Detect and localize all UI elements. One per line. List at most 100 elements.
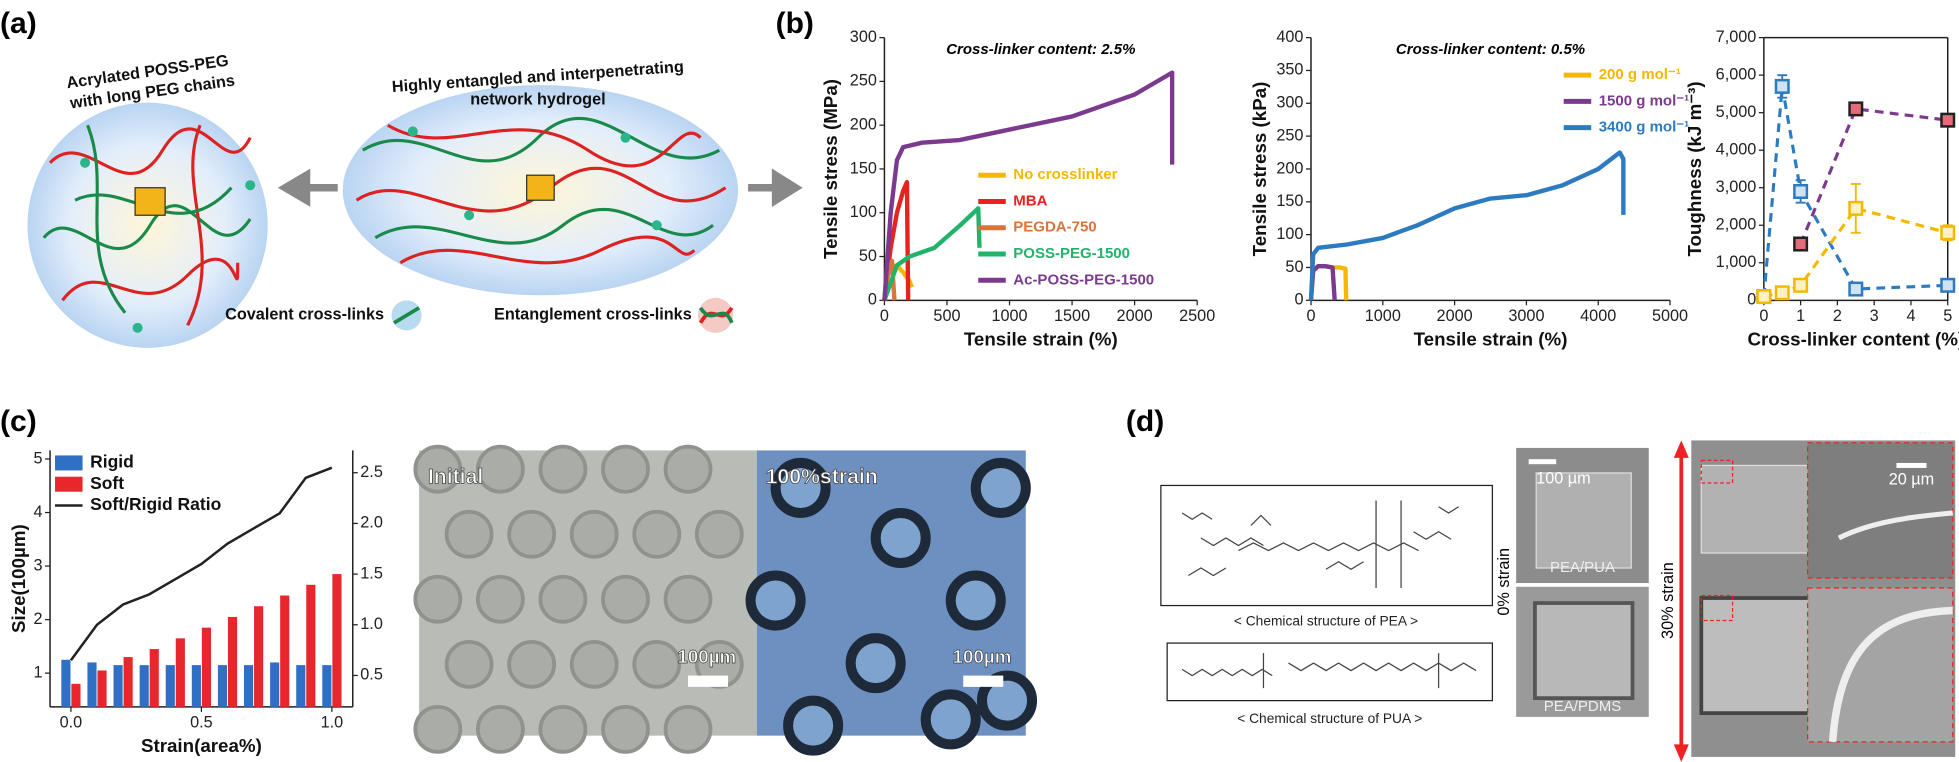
y-tick-label: 1,000 xyxy=(1716,253,1757,271)
x-tick-label: 1 xyxy=(1796,307,1805,325)
well xyxy=(601,704,650,754)
bar xyxy=(175,638,185,707)
y-tick-label: 250 xyxy=(850,72,877,90)
legend-text: No crosslinker xyxy=(1013,166,1117,183)
well xyxy=(413,704,463,754)
y-tick-label: 150 xyxy=(850,159,877,177)
chemical-structure xyxy=(1181,500,1459,589)
caption: < Chemical structure of PEA > xyxy=(1234,613,1418,628)
y-tick-label: 300 xyxy=(1276,94,1303,112)
well xyxy=(413,444,463,494)
well xyxy=(507,509,557,559)
zoom-inset xyxy=(1807,442,1954,579)
y-axis-label: Size(100µm) xyxy=(8,524,29,633)
y-axis-label: Tensile stress (MPa) xyxy=(820,79,841,259)
well xyxy=(475,574,525,624)
scale-bar xyxy=(1528,459,1557,465)
legend-text: Ac-POSS-PEG-1500 xyxy=(1013,271,1154,288)
sample-label: PEA/PUA xyxy=(1550,559,1615,576)
legend-swatch xyxy=(55,476,83,492)
y-tick-label: 0 xyxy=(1294,291,1303,309)
x-tick-label: 2500 xyxy=(1179,307,1215,325)
x-tick-label: 2000 xyxy=(1117,307,1153,325)
x-tick-label: 500 xyxy=(933,307,960,325)
legend-icon xyxy=(698,306,734,324)
y-tick-label: 350 xyxy=(1276,61,1303,79)
bar xyxy=(244,665,254,707)
x-tick-label: 5000 xyxy=(1652,307,1688,325)
marker xyxy=(1774,285,1790,301)
bar xyxy=(61,659,71,707)
legend-text: 200 g mol⁻¹ xyxy=(1599,66,1681,83)
y-axis-label: Toughness (kJ m⁻³) xyxy=(1684,81,1705,256)
legend-icon xyxy=(393,306,421,325)
marker xyxy=(1940,277,1956,293)
legend-text: 3400 g mol⁻¹ xyxy=(1599,119,1689,136)
marker xyxy=(1848,200,1864,216)
y-tick-label: 300 xyxy=(850,28,877,46)
poss-cube xyxy=(134,187,166,216)
x-tick-label: 0 xyxy=(880,307,889,325)
well-pattern xyxy=(413,444,744,754)
sem-square xyxy=(1700,464,1818,554)
bar xyxy=(280,595,290,707)
arrow xyxy=(277,168,338,207)
legend-text: Entanglement cross-links xyxy=(494,306,692,324)
bar xyxy=(306,584,316,707)
y-tick-label: 4 xyxy=(33,503,42,521)
legend-swatch xyxy=(55,455,83,471)
chart: 0 1,000 2,000 3,000 4,000 5,000 6,000 7,000 0 1 2 3… xyxy=(1684,28,1959,349)
chart: 1 2 3 4 5 0.5 1.0 1.5 2.0 2.5 0.0 0.5 1.0 Strain(area… xyxy=(8,449,383,756)
crosslink-dots xyxy=(80,126,662,333)
bar xyxy=(123,657,133,707)
well xyxy=(945,570,1006,631)
series-line xyxy=(1799,107,1948,245)
micrographs: Initial 100%strain 100µm 100µm xyxy=(413,444,1038,756)
diagram: Acrylated POSS-PEG with long PEG chains … xyxy=(27,52,803,348)
well xyxy=(569,509,619,559)
image-label: 100%strain xyxy=(766,465,878,489)
x-tick-label: 1000 xyxy=(991,307,1027,325)
marker xyxy=(1848,281,1864,297)
well xyxy=(413,574,463,624)
bar xyxy=(149,649,159,707)
series-line xyxy=(882,179,911,301)
x-tick-label: 1.0 xyxy=(321,713,344,731)
marker xyxy=(1774,78,1790,94)
scale-bar xyxy=(1896,462,1927,468)
well xyxy=(601,574,650,624)
bar xyxy=(165,665,175,707)
well xyxy=(870,507,931,569)
bar xyxy=(254,606,264,707)
y-tick-label: 6,000 xyxy=(1716,65,1757,83)
bar xyxy=(217,665,228,707)
bar xyxy=(113,665,123,707)
marker xyxy=(1940,112,1956,128)
well xyxy=(745,570,806,631)
well xyxy=(538,444,588,494)
bar xyxy=(97,670,107,707)
well xyxy=(632,639,682,689)
marker xyxy=(1756,289,1772,305)
legend-text: Soft xyxy=(90,473,124,493)
x-tick-label: 5 xyxy=(1943,307,1952,325)
annotation: Cross-linker content: 2.5% xyxy=(946,41,1135,58)
zoom-box xyxy=(1700,459,1734,484)
series-line xyxy=(882,206,982,302)
well xyxy=(770,457,831,518)
scale-label: 100 µm xyxy=(1536,469,1591,487)
series-line xyxy=(1308,150,1626,301)
x-tick-label: 0 xyxy=(1759,307,1768,325)
scale-label: 20 µm xyxy=(1889,471,1935,489)
x-tick-label: 1500 xyxy=(1054,307,1090,325)
y2-tick-label: 1.5 xyxy=(360,564,383,582)
y-tick-label: 2 xyxy=(33,610,42,628)
sem-square xyxy=(1699,596,1819,716)
marker xyxy=(1793,183,1809,199)
y-tick-label: 3 xyxy=(33,556,42,574)
bar xyxy=(201,627,211,707)
well xyxy=(632,509,682,559)
series-line xyxy=(69,466,333,661)
well xyxy=(976,670,1038,731)
well xyxy=(845,633,906,694)
